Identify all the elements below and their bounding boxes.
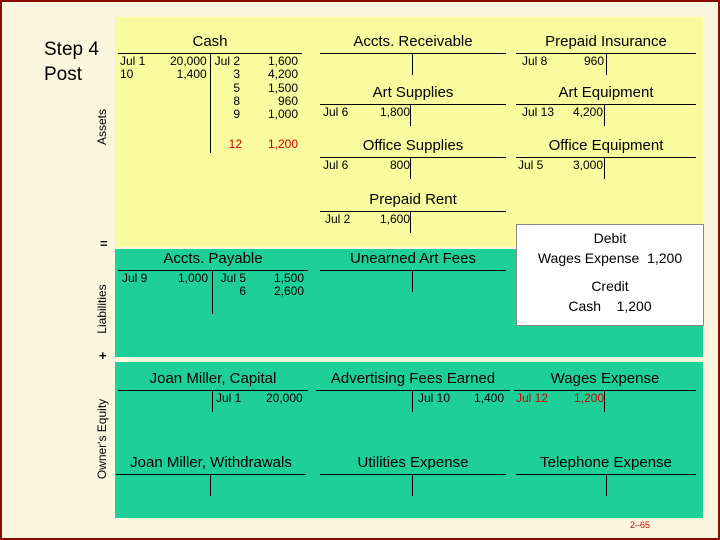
debit-date: Jul 2 [325, 212, 351, 226]
liabilities-label: Liabilities [95, 284, 109, 334]
debit-date: Jul 5 [518, 158, 544, 172]
debit-dates: Jul 1 10 [120, 54, 146, 82]
account-title: Prepaid Rent [369, 191, 457, 208]
debit-date: Jul 9 [122, 271, 148, 285]
credit-amount: 1,400 [474, 391, 505, 405]
account-title: Utilities Expense [357, 454, 469, 471]
account-title: Office Equipment [548, 137, 664, 154]
credit-amount: 20,000 [266, 391, 303, 405]
credit-dates: Jul 2 3 5 8 9 [214, 54, 240, 122]
account-title: Accts. Receivable [353, 33, 473, 50]
debit-date: Jul 12 [516, 391, 549, 405]
credit-line: Cash 1,200 [517, 298, 703, 314]
equals-sign: = [100, 236, 108, 251]
credit-amount: 1,200 [616, 298, 652, 314]
journal-entry-box: Debit Wages Expense 1,200 Credit Cash 1,… [516, 224, 704, 326]
credit-label: Credit [591, 278, 629, 294]
page-number: 2–65 [630, 520, 651, 530]
account-title: Joan Miller, Withdrawals [130, 454, 292, 471]
debit-date: Jul 6 [323, 105, 349, 119]
assets-label: Assets [95, 109, 109, 146]
debit-date: Jul 13 [522, 105, 555, 119]
assets-band [115, 17, 703, 247]
debit-amount: 960 [584, 54, 605, 68]
debit-amount: 1,200 [574, 391, 605, 405]
debit-line: Wages Expense 1,200 [517, 250, 703, 266]
debit-amount: 4,200 [573, 105, 604, 119]
debit-amount: 1,800 [380, 105, 411, 119]
account-title: Accts. Payable [163, 250, 263, 267]
account-title: Prepaid Insurance [545, 33, 667, 50]
slide-title: Step 4 Post [44, 37, 99, 87]
title-line-2: Post [44, 64, 83, 85]
plus-sign: + [99, 348, 107, 363]
account-title: Art Equipment [558, 84, 654, 101]
debit-date: Jul 8 [522, 54, 548, 68]
credit-date: Jul 10 [418, 391, 451, 405]
debit-date: Jul 6 [323, 158, 349, 172]
account-title: Office Supplies [362, 137, 464, 154]
title-line-1: Step 4 [44, 39, 99, 60]
debit-amount: 800 [390, 158, 411, 172]
account-title: Unearned Art Fees [350, 250, 476, 267]
account-title: Wages Expense [550, 370, 660, 387]
debit-amount: 1,200 [647, 250, 683, 266]
account-title: Joan Miller, Capital [149, 370, 277, 387]
credit-dates: Jul 5 6 [220, 271, 246, 299]
debit-account: Wages Expense [537, 250, 640, 266]
account-title: Cash [192, 33, 228, 50]
debit-amounts: 20,000 1,400 [170, 54, 207, 82]
credit-new-date: 12 [228, 137, 242, 151]
equity-label: Owner's Equity [95, 398, 109, 480]
credit-amounts: 1,500 2,600 [274, 271, 305, 299]
debit-amount: 1,000 [178, 271, 209, 285]
account-title: Telephone Expense [540, 454, 672, 471]
debit-label: Debit [593, 230, 627, 246]
credit-amounts: 1,600 4,200 1,500 960 1,000 [268, 54, 299, 122]
debit-amount: 3,000 [573, 158, 604, 172]
debit-amount: 1,600 [380, 212, 411, 226]
credit-account: Cash [568, 298, 602, 314]
account-title: Advertising Fees Earned [330, 370, 496, 387]
credit-date: Jul 1 [216, 391, 242, 405]
credit-new-amount: 1,200 [268, 137, 299, 151]
equity-band [115, 362, 703, 518]
account-title: Art Supplies [372, 84, 454, 101]
